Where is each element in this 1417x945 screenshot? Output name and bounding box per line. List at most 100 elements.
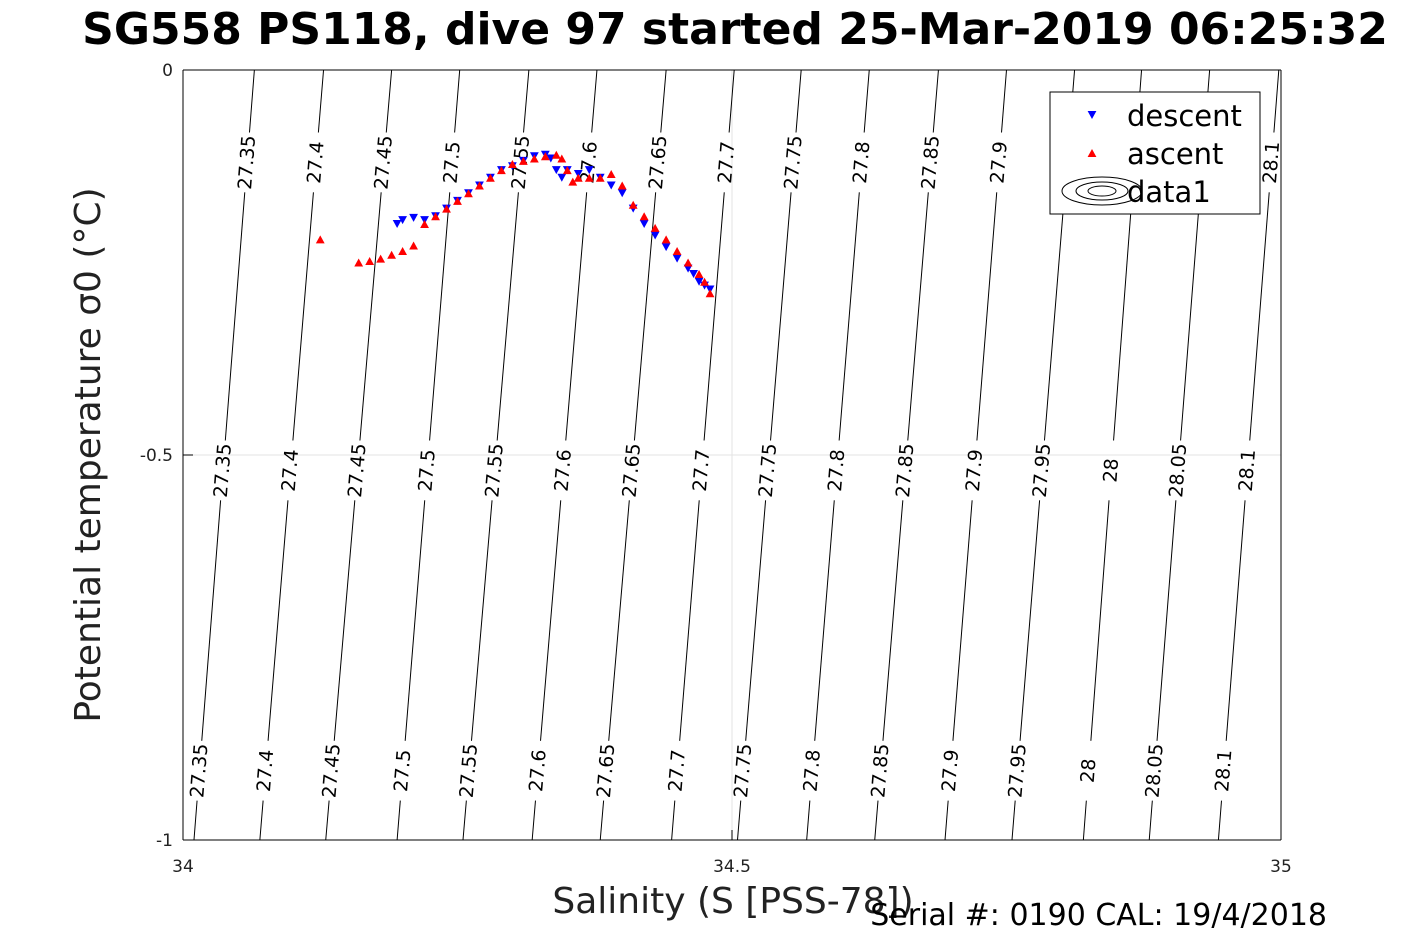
ascent-point: [315, 235, 325, 244]
isopycnal-line: [540, 500, 562, 741]
isopycnal-label: 27.85: [918, 134, 944, 190]
serial-cal-footer: Serial #: 0190 CAL: 19/4/2018: [870, 898, 1327, 933]
ascent-point: [606, 169, 616, 178]
ascent-point: [628, 200, 638, 209]
ascent-point: [529, 154, 539, 163]
descent-point: [409, 213, 418, 222]
isopycnal-label: 27.7: [714, 140, 739, 184]
ascent-point: [584, 173, 594, 182]
isopycnal-line: [660, 69, 667, 133]
descent-point: [398, 216, 407, 225]
ascent-point: [650, 223, 660, 232]
isopycnal-line: [1225, 500, 1246, 741]
isopycnal-label: 27.75: [755, 442, 781, 498]
ascent-point: [705, 289, 715, 298]
isopycnal-label: 27.7: [665, 749, 690, 793]
ascent-point: [551, 150, 561, 159]
ascent-point: [557, 154, 567, 163]
x-tick-label: 35: [1270, 857, 1292, 877]
isopycnal-line: [814, 500, 835, 741]
descent-point: [672, 254, 682, 263]
ascent-point: [431, 212, 440, 221]
isopycnal-line: [317, 69, 325, 133]
isopycnal-label: 27.35: [234, 134, 260, 190]
isopycnal-label: 27.7: [689, 448, 714, 492]
isopycnal-line: [193, 800, 198, 841]
legend-ascent-label: ascent: [1127, 137, 1223, 171]
legend: descent ascent data1: [1049, 91, 1261, 215]
ascent-point: [540, 152, 550, 161]
isopycnal-label: 27.9: [938, 749, 963, 793]
isopycnal-line: [1113, 192, 1133, 441]
data-layer: [315, 150, 715, 298]
isopycnal-label: 28.1: [1211, 749, 1236, 793]
descent-point: [683, 264, 693, 273]
isopycnal-label: 27.45: [318, 743, 345, 799]
isopycnal-line: [325, 800, 330, 841]
isopycnal-line: [1001, 69, 1007, 133]
isopycnal-line: [608, 500, 630, 741]
legend-contour-icon: [1087, 185, 1117, 197]
isopycnal-line: [292, 192, 314, 441]
ascent-point: [365, 256, 375, 265]
isopycnal-line: [1043, 192, 1066, 441]
isopycnal-label: 27.35: [186, 743, 212, 799]
isopycnal-line: [267, 500, 289, 741]
isopycnal-line: [565, 192, 588, 441]
isopycnal-label: 28: [1099, 458, 1123, 484]
isopycnal-line: [944, 800, 949, 841]
isopycnal-label: 27.35: [210, 442, 236, 498]
isopycnal-line: [396, 800, 401, 841]
isopycnal-line: [1273, 69, 1280, 133]
ascent-point: [700, 277, 709, 286]
axes-layer: 34 34.5 35 -1 -0.5 0 Salinity (S [PSS-78]) Pote…: [68, 61, 1292, 922]
isopycnal-line: [838, 192, 860, 441]
isopycnal-label: 28.1: [1259, 140, 1284, 184]
isopycnal-line: [770, 192, 792, 441]
isopycnal-line: [404, 500, 426, 741]
isopycnal-line: [1156, 500, 1177, 741]
isopycnal-line: [1082, 800, 1087, 841]
legend-data1-label: data1: [1127, 175, 1211, 209]
isopycnal-line: [932, 69, 939, 133]
isopycnal-line: [333, 500, 356, 741]
ascent-point: [486, 173, 495, 182]
isopycnal-line: [201, 500, 222, 741]
descent-point: [694, 277, 704, 286]
isopycnal-line: [863, 69, 870, 133]
isopycnal-line: [496, 192, 519, 441]
ascent-point: [398, 246, 407, 255]
isopycnal-label: 27.85: [867, 743, 893, 799]
isopycnal-line: [736, 800, 742, 841]
descent-point: [551, 166, 561, 175]
x-tick-label: 34.5: [713, 857, 751, 877]
isopycnal-label: 27.5: [390, 749, 415, 793]
isopycnal-label: 27.8: [800, 749, 825, 793]
isopycnal-label: 27.95: [1004, 743, 1030, 799]
ascent-point: [464, 189, 473, 198]
isopycnal-label: 27.6: [551, 448, 576, 492]
ascent-point: [387, 250, 397, 259]
ascent-point: [672, 246, 682, 255]
isopycnal-line: [745, 500, 767, 741]
ascent-point: [661, 235, 671, 244]
descent-point: [650, 231, 660, 240]
isopycnal-line: [795, 69, 802, 133]
legend-contour-icon: [1075, 181, 1129, 201]
isopycnal-label: 27.6: [525, 749, 550, 793]
ascent-point: [562, 166, 572, 175]
isopycnal-label: 27.8: [824, 448, 849, 492]
isopycnal-label: 27.9: [986, 140, 1011, 184]
legend-contour-icon: [1061, 176, 1143, 206]
ascent-point: [453, 196, 462, 205]
descent-point: [606, 181, 616, 190]
descent-point: [392, 220, 402, 228]
y-tick-label: 0: [162, 61, 173, 81]
legend-ascent-marker: [1087, 149, 1097, 157]
isopycnal-label: 28: [1077, 758, 1101, 784]
isopycnal-line: [1249, 192, 1270, 441]
contour-layer: 27.35 27.35 27.35 27.4 27.4 27.4 27.45 27.45 27.…: [186, 69, 1284, 841]
isopycnal-line: [248, 69, 255, 133]
ascent-point: [568, 177, 578, 186]
